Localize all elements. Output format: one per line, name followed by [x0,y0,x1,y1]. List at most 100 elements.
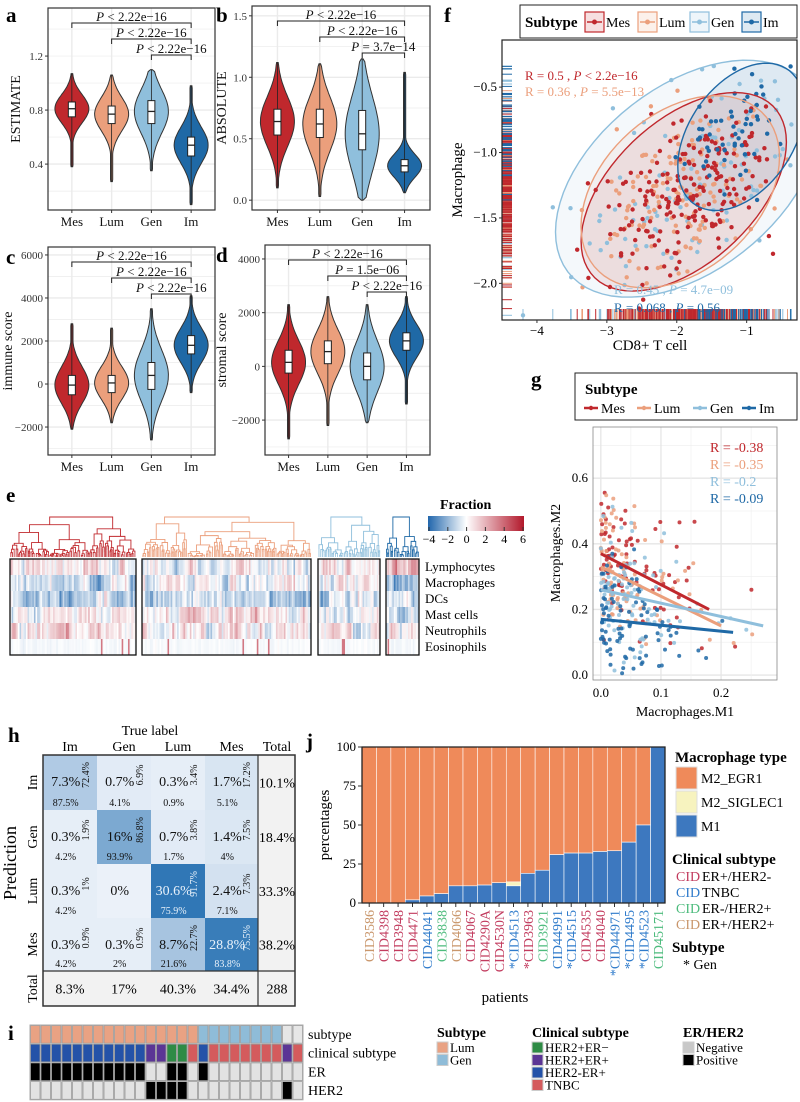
dendrogram-branch [116,545,124,553]
y-tick-label: 4000 [238,254,261,266]
scatter-point [754,148,759,153]
heatmap-cell [73,575,76,591]
heatmap-cell [102,559,105,575]
heatmap-cell [324,607,327,623]
scatter-point [606,623,611,628]
heatmap-cell [288,559,291,575]
heatmap-cell [78,623,81,639]
y-tick-label: 0.0 [233,195,247,207]
heatmap-cell [54,607,57,623]
heatmap-cell [356,623,359,639]
heatmap-cell [75,607,78,623]
heatmap-cell [231,623,234,639]
scatter-point [656,638,661,643]
dendrogram-branch [45,551,49,555]
dendrogram-branch [220,544,223,551]
heatmap-cell [202,559,205,575]
heatmap-cell [215,559,218,575]
heatmap-cell [185,607,187,623]
heatmap-cell [349,639,352,655]
heatmap-cell [362,607,365,623]
legend-label: Gen [711,16,734,31]
heatmap-cell [13,591,16,607]
heatmap-cell [365,607,368,623]
scatter-point [707,637,712,642]
heatmap-cell [266,639,269,655]
heatmap-cell [107,607,110,623]
annotation-row-label: clinical subtype [308,1047,396,1062]
heatmap-cell [54,559,57,575]
scatter-point [732,164,738,169]
dendrogram-branch [183,548,186,552]
p-symbol: P [115,25,124,40]
heatmap-cell [234,591,237,607]
heatmap-cell [89,623,92,639]
scatter-point [632,655,637,660]
heatmap-cell [75,559,78,575]
scatter-point [666,203,671,208]
heatmap-cell [165,575,168,591]
heatmap-cell [151,559,154,575]
heatmap-cell [338,607,341,623]
cell-column-percentage: 0.9% [163,798,184,809]
heatmap-cell [367,607,370,623]
heatmap-cell [105,639,108,655]
dendrogram-branch [110,549,113,552]
heatmap-cell [264,623,267,639]
dendrogram-branch [106,540,113,548]
scatter-point [700,127,705,132]
scatter-point [708,98,713,104]
heatmap-cell [387,575,390,591]
annotation-cell [135,1062,146,1082]
scatter-point [690,120,695,125]
scatter-point [619,525,624,530]
scatter-point [601,562,606,567]
annotation-cell [30,1025,41,1044]
heatmap-cell [370,575,373,591]
heatmap-cell [113,559,116,575]
p-value: < 2.22e−16 [124,25,187,40]
dendrogram-branch [363,530,375,543]
heatmap-cell [84,623,87,639]
heatmap-cell [329,559,332,575]
scatter-point [744,116,749,122]
heatmap-cell [365,575,368,591]
heatmap-cell [121,575,124,591]
heatmap-cell [38,591,41,607]
dendrogram-branch [351,524,371,542]
heatmap-cell [105,607,108,623]
scatter-point [609,511,614,516]
legend-swatch [675,814,698,838]
p-value: < 2.22e−16 [320,246,383,261]
heatmap-cell [409,591,412,607]
heatmap-cell [338,575,341,591]
scatter-point [699,646,704,651]
scatter-point [758,183,764,189]
dendrogram-branch [389,545,393,552]
scatter-point [659,663,664,668]
matrix-cell [205,918,258,971]
heatmap-cell [354,623,357,639]
dendrogram-branch [72,545,80,551]
heatmap-cell [368,591,371,607]
heatmap-cell [400,639,403,655]
heatmap-cell [247,591,250,607]
annotation-cell [82,1081,93,1100]
scatter-point [693,209,698,214]
heatmap-cell [287,575,289,591]
dendrogram-branch [11,548,15,553]
heatmap-cell [194,591,197,607]
heatmap-cell [24,607,27,623]
dendrogram-branch [151,545,155,552]
heatmap-cell [38,575,41,591]
cell-column-percentage: 7.1% [217,906,238,917]
heatmap-cell [121,559,124,575]
heatmap-cell [16,623,19,639]
dendrogram-branch [168,552,171,555]
heatmap-cell [376,575,379,591]
heatmap-cell [263,607,266,623]
heatmap-cell [165,559,168,575]
scatter-point [654,183,659,188]
heatmap-cell [170,607,173,623]
panel-label-b: b [216,3,228,27]
